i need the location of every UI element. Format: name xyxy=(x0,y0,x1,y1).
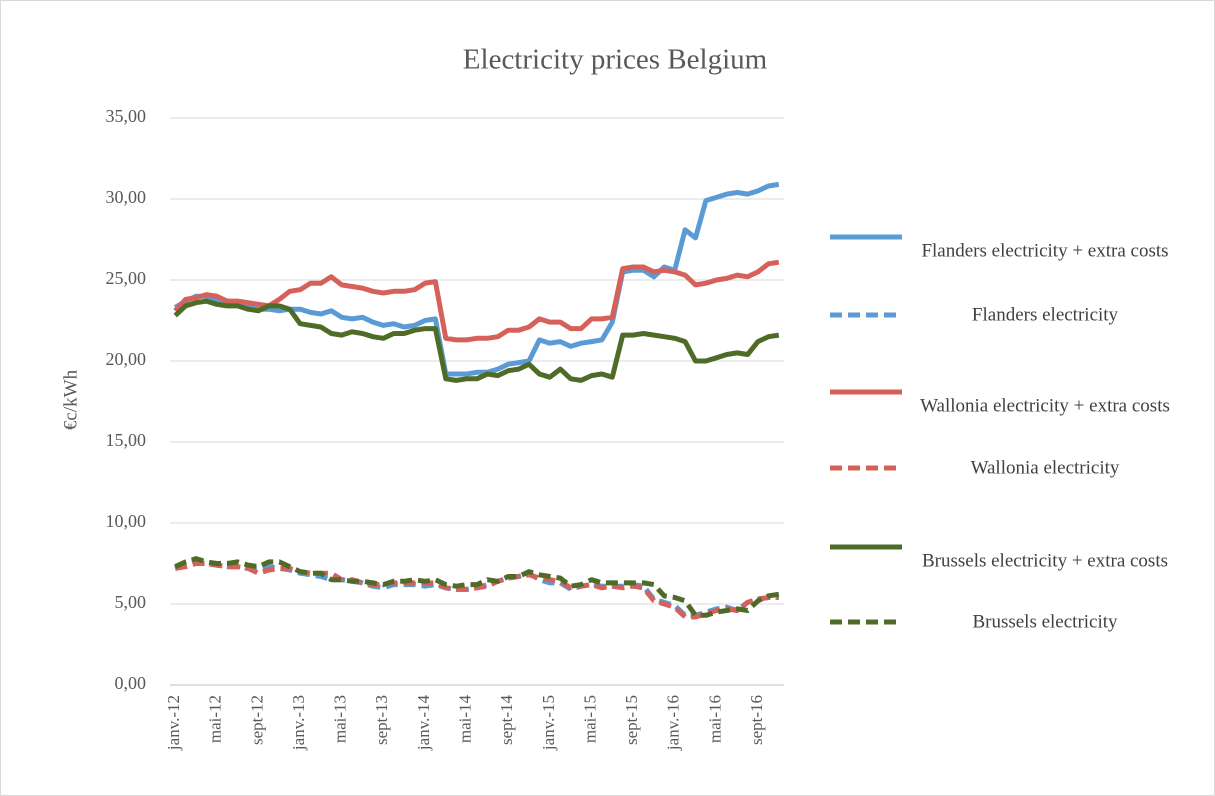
y-tick-label: 35,00 xyxy=(106,106,147,126)
x-tick-label: sept-12 xyxy=(247,695,266,745)
legend-label: Brussels electricity xyxy=(972,611,1118,633)
series-line xyxy=(174,556,780,618)
legend-label: Flanders electricity + extra costs xyxy=(921,240,1169,262)
y-axis-title: €c/kWh xyxy=(60,369,81,430)
legend-label: Wallonia electricity xyxy=(970,457,1120,479)
chart-title: Electricity prices Belgium xyxy=(463,44,768,76)
legend-label: Brussels electricity + extra costs xyxy=(921,550,1169,572)
x-tick-label: sept-14 xyxy=(497,695,516,746)
x-tick-label: sept-15 xyxy=(622,695,641,745)
y-tick-label: 5,00 xyxy=(115,592,147,612)
x-tick-label: mai-13 xyxy=(331,695,350,743)
x-tick-label: mai-12 xyxy=(206,695,225,743)
x-tick-label: janv.-16 xyxy=(664,695,683,751)
x-tick-label: janv.-13 xyxy=(289,695,308,751)
series-line xyxy=(174,561,779,620)
y-tick-label: 30,00 xyxy=(106,187,147,207)
x-tick-label: sept-16 xyxy=(747,695,766,745)
x-tick-label: sept-13 xyxy=(372,695,391,745)
series-line xyxy=(173,298,780,383)
x-tick-label: janv.-14 xyxy=(414,695,433,752)
x-tick-label: mai-16 xyxy=(705,695,724,743)
x-tick-label: mai-14 xyxy=(455,695,474,744)
y-tick-label: 15,00 xyxy=(106,430,147,450)
legend-label: Wallonia electricity + extra costs xyxy=(920,395,1170,417)
x-tick-label: janv.-12 xyxy=(164,695,183,751)
y-tick-label: 25,00 xyxy=(106,268,147,288)
y-tick-label: 0,00 xyxy=(115,673,147,693)
x-tick-label: janv.-15 xyxy=(539,695,558,751)
legend-label: Flanders electricity xyxy=(971,304,1119,326)
y-tick-label: 20,00 xyxy=(106,349,147,369)
y-tick-label: 10,00 xyxy=(106,511,147,531)
series-line xyxy=(173,181,780,377)
x-tick-label: mai-15 xyxy=(580,695,599,743)
series-line xyxy=(173,259,780,343)
